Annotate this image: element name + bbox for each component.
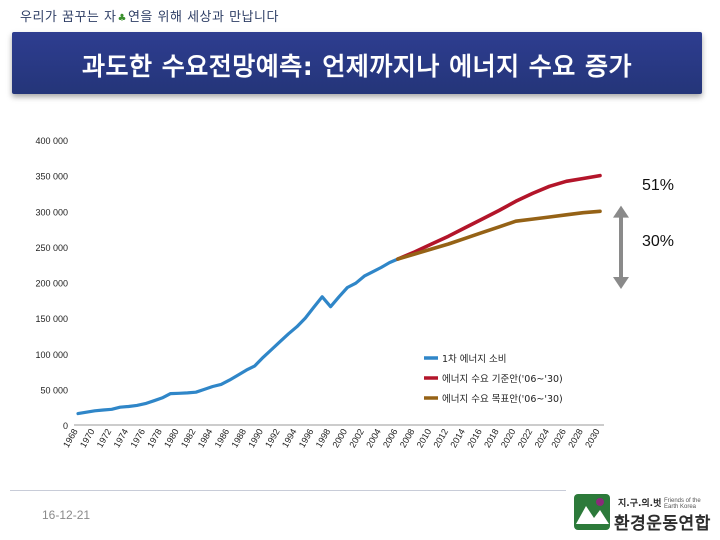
- y-tick-label: 150 000: [35, 314, 68, 324]
- y-tick-label: 300 000: [35, 207, 68, 217]
- x-tick-label: 1982: [179, 427, 198, 449]
- annotation-2: 30%: [642, 233, 674, 250]
- y-tick-label: 400 000: [35, 136, 68, 146]
- series-line-1: [76, 257, 400, 416]
- x-tick-label: 2012: [432, 427, 451, 449]
- x-tick-label: 1970: [78, 427, 97, 449]
- x-tick-label: 2024: [533, 427, 552, 449]
- x-tick-label: 1980: [162, 427, 181, 449]
- mountain-logo-icon: [574, 494, 610, 530]
- slide-date: 16-12-21: [42, 508, 91, 522]
- x-tick-label: 1978: [145, 427, 164, 449]
- x-tick-label: 1992: [263, 427, 282, 449]
- legend-label-1: 1차 에너지 소비: [442, 353, 507, 365]
- x-tick-label: 2010: [415, 427, 434, 449]
- x-tick-label: 2020: [499, 427, 518, 449]
- logo-text: 환경운동연합: [614, 514, 711, 534]
- x-tick-label: 2014: [448, 427, 467, 449]
- x-tick-label: 2018: [482, 427, 501, 449]
- x-tick-label: 2030: [583, 427, 602, 449]
- slogan: 우리가 꿈꾸는 자♣연을 위해 세상과 만납니다: [20, 6, 279, 25]
- x-tick-label: 2002: [347, 427, 366, 449]
- growth-arrow-head-up: [613, 205, 629, 218]
- y-tick-label: 50 000: [40, 385, 68, 395]
- slide-title: 과도한 수요전망예측: 언제까지나 에너지 수요 증가: [81, 52, 633, 81]
- slogan-text-1: 우리가 꿈꾸는 자: [20, 10, 117, 25]
- x-tick-label: 1974: [112, 427, 131, 449]
- title-banner: 과도한 수요전망예측: 언제까지나 에너지 수요 증가: [12, 32, 702, 94]
- org-logo: 지.구.의.벗 Friends of the Earth Korea 환경운동연…: [572, 490, 712, 534]
- x-tick-label: 2016: [465, 427, 484, 449]
- x-tick-label: 2022: [516, 427, 535, 449]
- x-tick-label: 2006: [381, 427, 400, 449]
- annotation-1: 51%: [642, 177, 674, 194]
- x-tick-label: 2028: [566, 427, 585, 449]
- x-tick-label: 1990: [246, 427, 265, 449]
- logo-small-text: 지.구.의.벗: [618, 499, 662, 509]
- x-tick-label: 1996: [297, 427, 316, 449]
- footer-divider: [10, 490, 566, 491]
- y-tick-label: 100 000: [35, 350, 68, 360]
- slogan-text-2: 연을 위해 세상과 만납니다: [127, 10, 279, 25]
- x-tick-label: 2004: [364, 427, 383, 449]
- x-tick-label: 1984: [196, 427, 215, 449]
- legend-label-2: 에너지 수요 기준안('06~'30): [442, 374, 563, 385]
- y-tick-label: 350 000: [35, 172, 68, 182]
- growth-arrow-head-down: [613, 276, 629, 289]
- series-line-3: [396, 209, 602, 261]
- logo-sub-text: Friends of the Earth Korea: [664, 498, 701, 510]
- x-tick-label: 1998: [314, 427, 333, 449]
- x-tick-label: 1994: [280, 427, 299, 449]
- x-tick-label: 1972: [95, 427, 114, 449]
- y-tick-label: 250 000: [35, 243, 68, 253]
- x-tick-label: 1988: [229, 427, 248, 449]
- y-tick-label: 200 000: [35, 279, 68, 289]
- sprout-icon: ♣: [117, 13, 127, 24]
- x-tick-label: 2026: [549, 427, 568, 449]
- x-tick-label: 1986: [213, 427, 232, 449]
- x-tick-label: 2000: [330, 427, 349, 449]
- y-tick-label: 0: [63, 421, 68, 431]
- series-line-2: [396, 173, 602, 261]
- legend-label-3: 에너지 수요 목표안('06~'30): [442, 394, 563, 405]
- x-tick-label: 2008: [398, 427, 417, 449]
- x-tick-label: 1976: [128, 427, 147, 449]
